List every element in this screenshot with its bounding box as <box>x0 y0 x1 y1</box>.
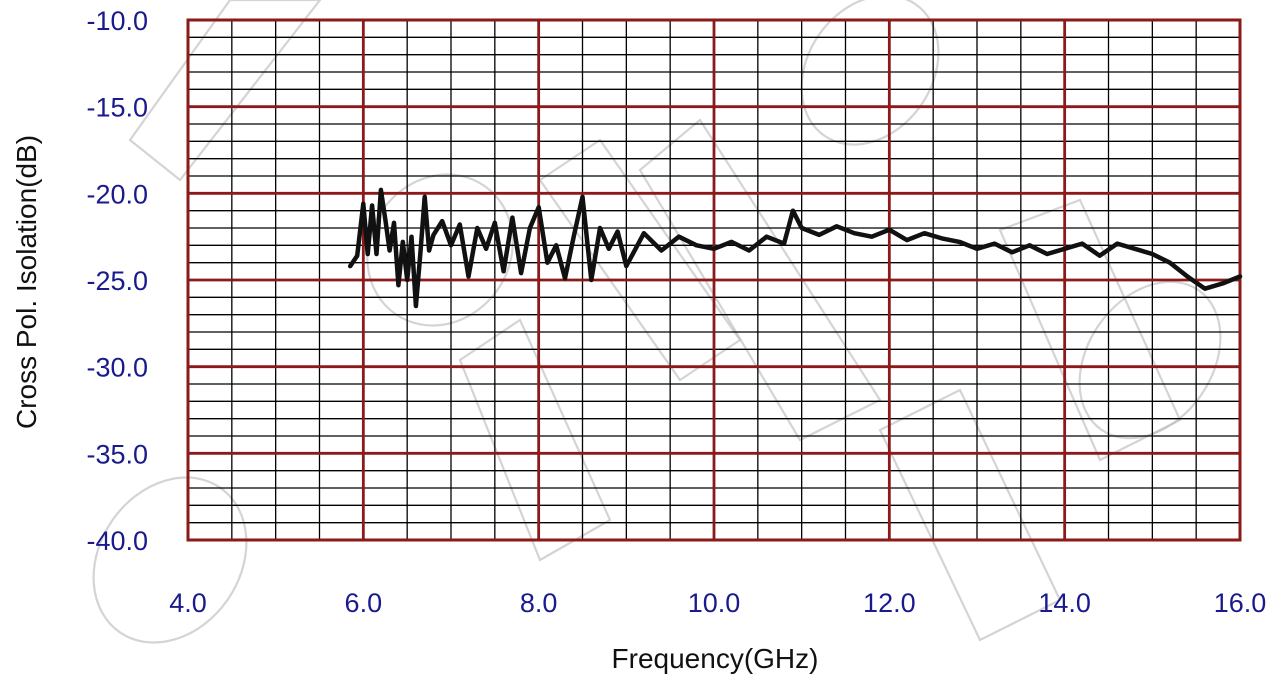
major-grid <box>188 20 1240 540</box>
y-tick-label: -25.0 <box>86 266 148 296</box>
y-tick-label: -15.0 <box>86 93 148 123</box>
plot-frame <box>186 18 1242 542</box>
x-tick-label: 14.0 <box>1038 588 1091 618</box>
y-tick-label: -20.0 <box>86 179 148 209</box>
y-axis-title: Cross Pol. Isolation(dB) <box>11 135 42 429</box>
y-tick-labels: -10.0 -15.0 -20.0 -25.0 -30.0 -35.0 -40.0 <box>86 6 148 556</box>
x-tick-label: 8.0 <box>520 588 558 618</box>
y-tick-label: -35.0 <box>86 439 148 469</box>
x-tick-label: 4.0 <box>169 588 207 618</box>
y-tick-label: -30.0 <box>86 353 148 383</box>
y-tick-label: -40.0 <box>86 526 148 556</box>
x-tick-label: 16.0 <box>1214 588 1267 618</box>
series-line <box>347 187 1243 309</box>
x-axis-title: Frequency(GHz) <box>612 643 819 674</box>
x-tick-label: 10.0 <box>688 588 741 618</box>
y-tick-label: -10.0 <box>86 6 148 36</box>
x-tick-label: 12.0 <box>863 588 916 618</box>
x-tick-labels: 4.0 6.0 8.0 10.0 12.0 14.0 16.0 <box>169 588 1266 618</box>
watermark <box>92 0 1222 644</box>
x-tick-label: 6.0 <box>345 588 383 618</box>
